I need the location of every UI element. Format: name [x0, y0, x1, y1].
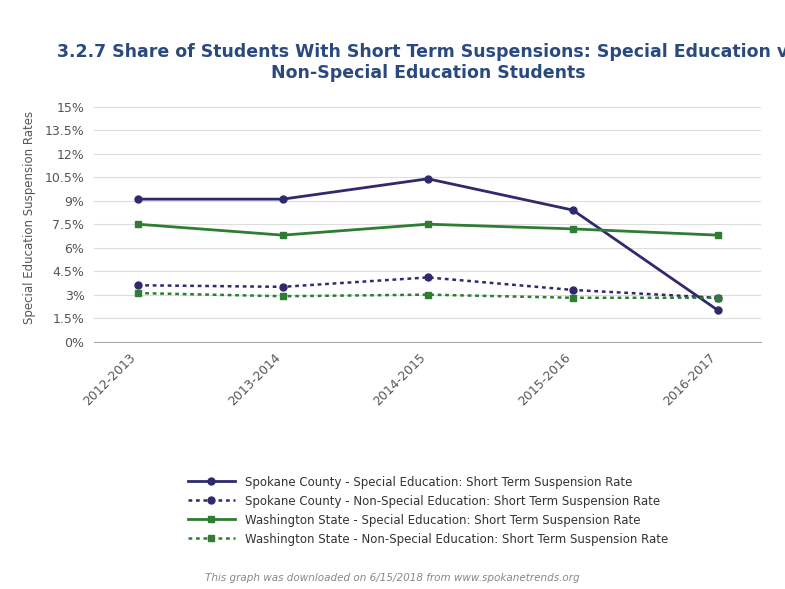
Washington State - Non-Special Education: Short Term Suspension Rate: (4, 2.8): Short Term Suspension Rate: (4, 2.8) — [714, 294, 723, 302]
Spokane County - Non-Special Education: Short Term Suspension Rate: (0, 3.6): Short Term Suspension Rate: (0, 3.6) — [133, 282, 142, 289]
Line: Washington State - Special Education: Short Term Suspension Rate: Washington State - Special Education: Sh… — [134, 221, 721, 239]
Washington State - Non-Special Education: Short Term Suspension Rate: (0, 3.1): Short Term Suspension Rate: (0, 3.1) — [133, 290, 142, 297]
Washington State - Special Education: Short Term Suspension Rate: (2, 7.5): Short Term Suspension Rate: (2, 7.5) — [423, 221, 433, 228]
Line: Washington State - Non-Special Education: Short Term Suspension Rate: Washington State - Non-Special Education… — [134, 290, 721, 301]
Washington State - Special Education: Short Term Suspension Rate: (1, 6.8): Short Term Suspension Rate: (1, 6.8) — [278, 231, 287, 239]
Washington State - Special Education: Short Term Suspension Rate: (0, 7.5): Short Term Suspension Rate: (0, 7.5) — [133, 221, 142, 228]
Washington State - Non-Special Education: Short Term Suspension Rate: (2, 3): Short Term Suspension Rate: (2, 3) — [423, 291, 433, 298]
Spokane County - Non-Special Education: Short Term Suspension Rate: (3, 3.3): Short Term Suspension Rate: (3, 3.3) — [568, 286, 578, 293]
Y-axis label: Special Education Suspension Rates: Special Education Suspension Rates — [24, 111, 36, 325]
Spokane County - Non-Special Education: Short Term Suspension Rate: (2, 4.1): Short Term Suspension Rate: (2, 4.1) — [423, 274, 433, 281]
Spokane County - Special Education: Short Term Suspension Rate: (1, 9.1): Short Term Suspension Rate: (1, 9.1) — [278, 196, 287, 203]
Line: Spokane County - Special Education: Short Term Suspension Rate: Spokane County - Special Education: Shor… — [134, 176, 721, 314]
Spokane County - Special Education: Short Term Suspension Rate: (0, 9.1): Short Term Suspension Rate: (0, 9.1) — [133, 196, 142, 203]
Spokane County - Non-Special Education: Short Term Suspension Rate: (4, 2.8): Short Term Suspension Rate: (4, 2.8) — [714, 294, 723, 302]
Spokane County - Special Education: Short Term Suspension Rate: (4, 2): Short Term Suspension Rate: (4, 2) — [714, 307, 723, 314]
Line: Spokane County - Non-Special Education: Short Term Suspension Rate: Spokane County - Non-Special Education: … — [134, 274, 721, 301]
Washington State - Special Education: Short Term Suspension Rate: (3, 7.2): Short Term Suspension Rate: (3, 7.2) — [568, 226, 578, 233]
Legend: Spokane County - Special Education: Short Term Suspension Rate, Spokane County -: Spokane County - Special Education: Shor… — [188, 476, 668, 546]
Title: 3.2.7 Share of Students With Short Term Suspensions: Special Education vs
Non-Sp: 3.2.7 Share of Students With Short Term … — [57, 43, 785, 81]
Washington State - Non-Special Education: Short Term Suspension Rate: (3, 2.8): Short Term Suspension Rate: (3, 2.8) — [568, 294, 578, 302]
Spokane County - Special Education: Short Term Suspension Rate: (3, 8.4): Short Term Suspension Rate: (3, 8.4) — [568, 207, 578, 214]
Spokane County - Non-Special Education: Short Term Suspension Rate: (1, 3.5): Short Term Suspension Rate: (1, 3.5) — [278, 283, 287, 290]
Washington State - Non-Special Education: Short Term Suspension Rate: (1, 2.9): Short Term Suspension Rate: (1, 2.9) — [278, 293, 287, 300]
Text: This graph was downloaded on 6/15/2018 from www.spokanetrends.org: This graph was downloaded on 6/15/2018 f… — [205, 573, 580, 583]
Washington State - Special Education: Short Term Suspension Rate: (4, 6.8): Short Term Suspension Rate: (4, 6.8) — [714, 231, 723, 239]
Spokane County - Special Education: Short Term Suspension Rate: (2, 10.4): Short Term Suspension Rate: (2, 10.4) — [423, 176, 433, 183]
